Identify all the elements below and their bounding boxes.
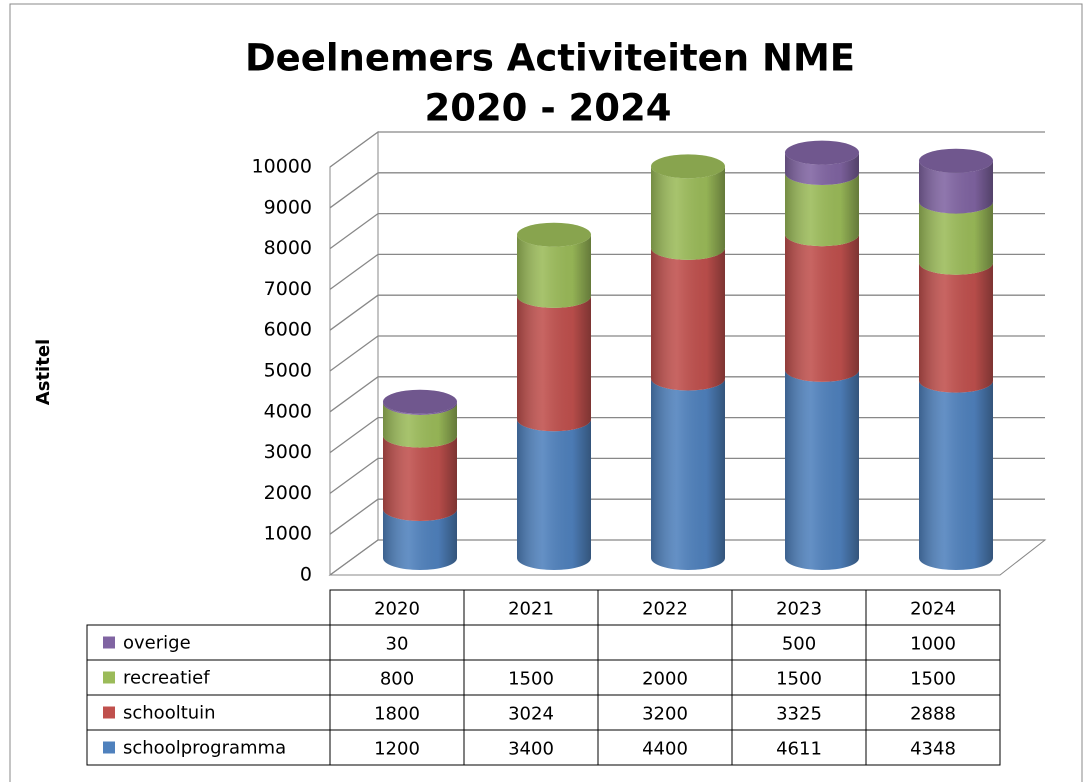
cylinder-top (785, 140, 859, 165)
chart-subtitle: 2020 - 2024 (424, 87, 671, 130)
table-value: 4400 (642, 739, 688, 760)
cylinder-top-shade (517, 222, 591, 247)
y-tick-label: 3000 (264, 441, 312, 463)
legend-label: overige (123, 633, 191, 654)
table-value: 2888 (910, 704, 956, 725)
x-tick-label: 2023 (776, 599, 822, 620)
y-tick-label: 0 (300, 564, 312, 586)
table-value: 30 (386, 634, 409, 655)
table-value: 1800 (374, 704, 420, 725)
table-value: 1500 (910, 669, 956, 690)
cylinder-top (919, 148, 993, 173)
y-axis-label: Astitel (33, 339, 54, 405)
legend-label: schoolprogramma (123, 738, 286, 759)
data-table: 2020 2021 2022 2023 2024 overige 30 500 1000 recr… (86, 589, 1001, 766)
cylinder-top-shade (383, 389, 457, 414)
segment-shade (517, 419, 591, 570)
y-tick-label: 9000 (264, 196, 312, 218)
y-tick-label: 5000 (264, 360, 312, 382)
legend-swatch (103, 741, 115, 754)
segment-shade (785, 152, 859, 186)
cylinder-top-shade (651, 154, 725, 179)
legend-label: recreatief (123, 668, 210, 689)
chart-border (9, 3, 1083, 782)
segment-shade (785, 173, 859, 247)
segment-shade (785, 234, 859, 382)
table-value: 3200 (642, 704, 688, 725)
segment-shade (517, 234, 591, 308)
table-value: 2000 (642, 669, 688, 690)
segment-shade (919, 201, 993, 275)
x-tick-label: 2020 (374, 599, 420, 620)
table-value: 1500 (776, 669, 822, 690)
bars (383, 140, 993, 570)
cylinder-top-shade (919, 148, 993, 173)
segment-shade (785, 369, 859, 570)
segment-shade (919, 160, 993, 214)
y-tick-label: 10000 (252, 156, 312, 178)
y-tick-label: 6000 (264, 319, 312, 341)
chart-title: Deelnemers Activiteiten NME (245, 37, 855, 80)
grid-line (329, 131, 1045, 168)
legend-swatch (103, 636, 115, 649)
segment-shade (651, 166, 725, 260)
table-value: 4611 (776, 739, 822, 760)
segment-shade (651, 378, 725, 570)
table-value: 1000 (910, 634, 956, 655)
segment-shade (383, 402, 457, 448)
segment-shade (919, 262, 993, 393)
y-tick-label: 1000 (264, 523, 312, 545)
segment-shade (651, 247, 725, 391)
cylinder-top (517, 222, 591, 247)
table-value: 1200 (374, 739, 420, 760)
legend-label: schooltuin (123, 703, 216, 724)
y-tick-label: 8000 (264, 237, 312, 259)
table-value: 500 (782, 634, 816, 655)
y-tick-label: 7000 (264, 278, 312, 300)
table-value: 3325 (776, 704, 822, 725)
legend-swatch (103, 671, 115, 684)
table-row (86, 624, 1001, 661)
table-row (86, 729, 1001, 766)
y-tick-label: 4000 (264, 400, 312, 422)
x-tick-label: 2022 (642, 599, 688, 620)
table-value: 3400 (508, 739, 554, 760)
segment-shade (383, 435, 457, 522)
cylinder-top (383, 389, 457, 414)
cylinder-top-shade (785, 140, 859, 165)
x-tick-label: 2021 (508, 599, 554, 620)
segment-shade (383, 509, 457, 570)
segment-shade (517, 295, 591, 432)
cylinder-top (651, 154, 725, 179)
x-tick-label: 2024 (910, 599, 956, 620)
table-value: 800 (380, 669, 414, 690)
table-value: 4348 (910, 739, 956, 760)
table-value: 1500 (508, 669, 554, 690)
y-tick-label: 2000 (264, 482, 312, 504)
table-value: 3024 (508, 704, 554, 725)
segment-shade (919, 380, 993, 570)
legend-swatch (103, 706, 115, 719)
